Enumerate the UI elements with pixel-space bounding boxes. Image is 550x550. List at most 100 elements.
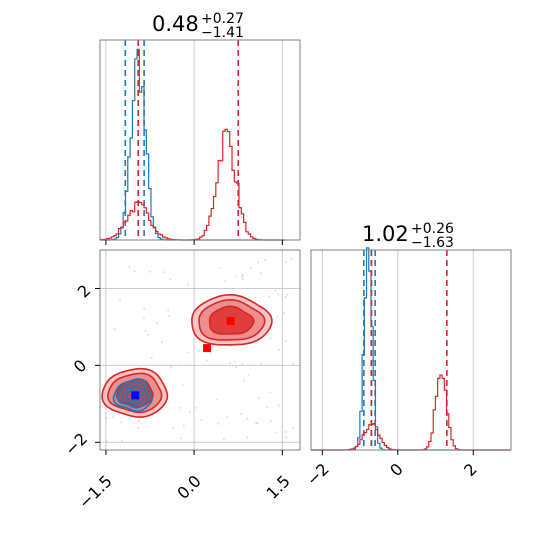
scatter-sample-point xyxy=(250,266,253,269)
scatter-sample-point xyxy=(195,406,198,409)
scatter-sample-point xyxy=(105,416,108,419)
scatter-sample-point xyxy=(274,289,277,292)
truth-marker xyxy=(226,317,235,326)
scatter-sample-point xyxy=(256,421,259,424)
blue-histogram-param-1 xyxy=(311,247,511,451)
x-tick-label: 0 xyxy=(386,459,407,480)
scatter-sample-point xyxy=(242,278,245,281)
scatter-sample-point xyxy=(150,357,153,360)
scatter-sample-point xyxy=(142,316,145,319)
scatter-sample-point xyxy=(257,397,260,400)
truth-marker xyxy=(131,391,140,400)
scatter-sample-point xyxy=(259,362,262,365)
scatter-sample-point xyxy=(167,309,170,312)
scatter-sample-point xyxy=(147,334,150,337)
red-histogram-param-1 xyxy=(311,374,511,451)
scatter-sample-point xyxy=(156,321,159,324)
scatter-sample-point xyxy=(277,348,280,351)
title-param-1-lower: −1.63 xyxy=(411,235,454,251)
scatter-sample-point xyxy=(256,261,259,264)
scatter-sample-point xyxy=(182,424,185,427)
title-param-1-value: 1.02 xyxy=(362,222,409,246)
scatter-sample-point xyxy=(267,295,270,298)
histogram-param-0-panel xyxy=(99,39,301,245)
scatter-sample-point xyxy=(291,427,294,430)
scatter-sample-point xyxy=(182,383,185,386)
scatter-sample-point xyxy=(284,296,287,299)
scatter-sample-point xyxy=(283,312,286,315)
scatter-sample-point xyxy=(241,273,244,276)
scatter-sample-point xyxy=(215,398,218,401)
scatter-sample-point xyxy=(284,430,287,433)
scatter-sample-point xyxy=(111,416,114,419)
scatter-sample-point xyxy=(284,340,287,343)
scatter-sample-point xyxy=(246,417,249,420)
scatter-sample-point xyxy=(226,416,229,419)
scatter-sample-point xyxy=(179,437,182,440)
scatter-sample-point xyxy=(187,351,190,354)
scatter-sample-point xyxy=(243,379,246,382)
x-tick-label: 1.5 xyxy=(262,471,293,502)
scatter-sample-point xyxy=(275,431,278,434)
x-tick-label: −2 xyxy=(303,459,333,489)
scatter-sample-point xyxy=(128,266,131,269)
scatter-sample-point xyxy=(234,366,237,369)
scatter-sample-point xyxy=(168,315,171,318)
scatter-sample-point xyxy=(246,436,249,439)
scatter-sample-point xyxy=(286,293,289,296)
scatter-sample-point xyxy=(247,374,250,377)
title-param-0-upper: +0.27 xyxy=(201,11,244,27)
blue-contour-level-2 xyxy=(116,381,149,409)
scatter-sample-point xyxy=(120,439,123,442)
scatter-sample-point xyxy=(169,278,172,281)
scatter-sample-point xyxy=(270,419,273,422)
scatter-sample-point xyxy=(263,258,266,261)
x-tick-label: 0.0 xyxy=(173,471,204,502)
scatter-sample-point xyxy=(241,275,244,278)
scatter-sample-point xyxy=(136,426,139,429)
scatter-sample-point xyxy=(240,412,243,415)
scatter-sample-point xyxy=(113,328,116,331)
y-tick-label: 0 xyxy=(70,356,91,377)
joint-density-frame xyxy=(99,249,301,451)
scatter-sample-point xyxy=(285,436,288,439)
scatter-sample-point xyxy=(234,361,237,364)
joint-density-panel xyxy=(95,249,301,455)
scatter-sample-point xyxy=(172,426,175,429)
title-param-1: 1.02 +0.26 −1.63 xyxy=(362,221,454,251)
title-param-0: 0.48 +0.27 −1.41 xyxy=(152,11,244,41)
scatter-sample-point xyxy=(179,364,182,367)
title-param-1-upper: +0.26 xyxy=(411,221,454,237)
scatter-sample-point xyxy=(255,422,258,425)
scatter-sample-point xyxy=(259,272,262,275)
y-tick-label: −2 xyxy=(61,429,91,459)
title-param-0-value: 0.48 xyxy=(152,12,199,36)
scatter-sample-point xyxy=(291,363,294,366)
scatter-sample-point xyxy=(119,298,122,301)
x-tick-label: 2 xyxy=(460,459,481,480)
scatter-sample-point xyxy=(188,410,191,413)
scatter-sample-point xyxy=(266,406,269,409)
scatter-sample-point xyxy=(143,307,146,310)
histogram-param-1-panel xyxy=(310,247,512,455)
blue-contour-level-4 xyxy=(125,388,141,402)
scatter-sample-point xyxy=(162,271,165,274)
joint-y-tick-labels: 2 0 −2 xyxy=(61,281,94,459)
scatter-sample-point xyxy=(205,359,208,362)
scatter-sample-point xyxy=(200,418,203,421)
scatter-sample-point xyxy=(222,438,225,441)
scatter-sample-point xyxy=(285,261,288,264)
scatter-sample-point xyxy=(223,280,226,283)
y-tick-label: 2 xyxy=(74,281,95,302)
scatter-sample-point xyxy=(133,270,136,273)
scatter-sample-point xyxy=(269,337,272,340)
scatter-sample-point xyxy=(241,363,244,366)
scatter-sample-point xyxy=(137,419,140,422)
scatter-sample-point xyxy=(277,293,280,296)
hist1-x-tick-labels: −2 0 2 xyxy=(303,459,481,489)
scatter-sample-point xyxy=(148,270,151,273)
truth-marker xyxy=(203,344,212,353)
scatter-sample-point xyxy=(170,366,173,369)
scatter-sample-point xyxy=(210,347,213,350)
